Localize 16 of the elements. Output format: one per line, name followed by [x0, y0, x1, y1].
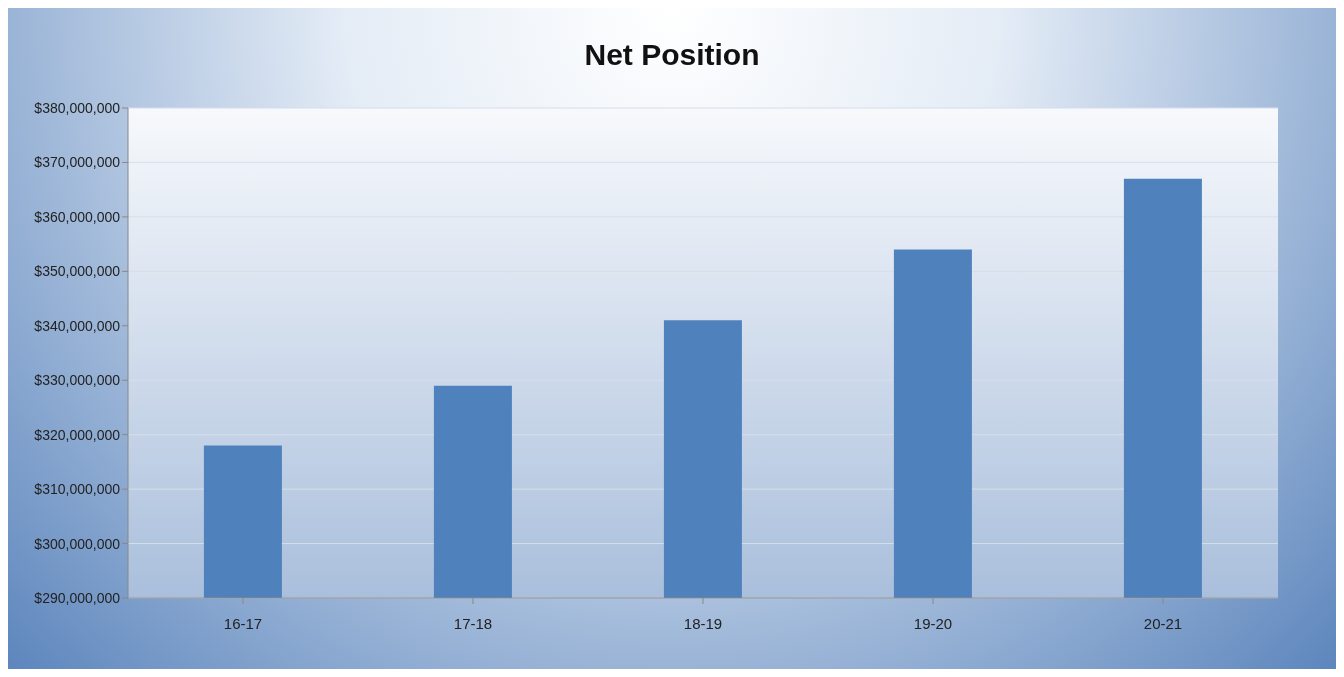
- y-tick-label: $310,000,000: [34, 481, 121, 498]
- y-tick-label: $380,000,000: [34, 99, 121, 116]
- x-tick-label: 17-18: [453, 614, 493, 632]
- y-tick-label: $330,000,000: [34, 372, 121, 389]
- y-tick-label: $350,000,000: [34, 263, 121, 280]
- x-tick-label: 20-21: [1143, 614, 1183, 632]
- x-tick-label: 18-19: [683, 614, 723, 632]
- y-tick-label: $290,000,000: [34, 589, 121, 606]
- y-tick-label: $370,000,000: [34, 154, 121, 171]
- x-tick-label: 16-17: [223, 614, 263, 632]
- x-tick-label: 19-20: [913, 614, 953, 632]
- y-tick-label: $360,000,000: [34, 208, 121, 225]
- y-tick-label: $320,000,000: [34, 426, 121, 443]
- chart-title: Net Position: [583, 38, 761, 73]
- y-tick-label: $340,000,000: [34, 317, 121, 334]
- y-tick-label: $300,000,000: [34, 535, 121, 552]
